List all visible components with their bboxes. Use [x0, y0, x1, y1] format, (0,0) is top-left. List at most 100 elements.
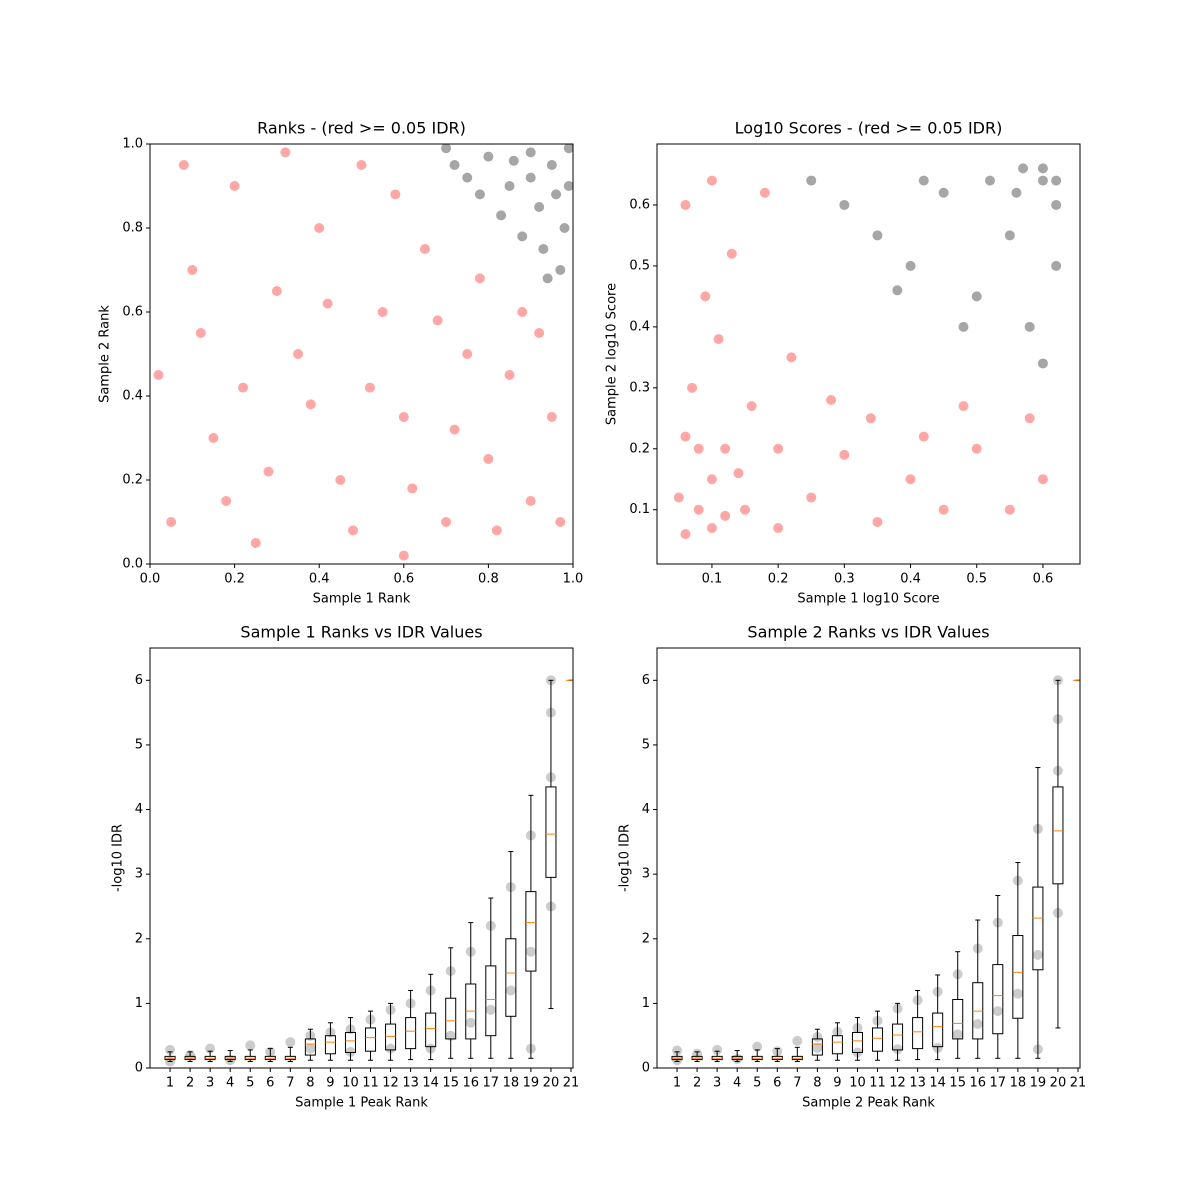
scatter-point	[335, 475, 346, 485]
scatter-point	[938, 187, 949, 198]
scatter-point	[398, 412, 409, 422]
scatter-point	[992, 1006, 1003, 1017]
scatter-point	[984, 175, 995, 186]
scatter-point	[563, 144, 573, 154]
x-tick-label: 0.4	[309, 572, 330, 587]
scatter-point	[322, 298, 333, 309]
plot-area	[164, 675, 573, 1067]
y-tick-label: 4	[642, 802, 650, 817]
box	[385, 1023, 397, 1051]
axes-frame	[656, 647, 1081, 1069]
x-tick-label: 0.1	[702, 572, 723, 587]
y-axis-label: Sample 2 Rank	[98, 305, 113, 403]
scatter-point	[892, 285, 903, 296]
box	[932, 1012, 944, 1048]
scatter-point	[1051, 260, 1062, 271]
y-tick-label: 0.4	[122, 389, 143, 404]
scatter-point	[872, 230, 883, 241]
x-tick-label: 15	[949, 1076, 966, 1091]
scatter-point	[773, 443, 784, 454]
scatter-point	[971, 443, 982, 454]
x-tick-label: 7	[793, 1076, 801, 1091]
scatter-point	[465, 1017, 476, 1028]
x-tick-label: 18	[503, 1076, 520, 1091]
x-tick-label: 0.6	[393, 572, 414, 587]
x-axis-label: Sample 2 Peak Rank	[802, 1096, 935, 1111]
scatter-point	[706, 523, 717, 534]
x-tick-label: 8	[306, 1076, 314, 1091]
scatter-point	[517, 231, 528, 242]
x-tick-label: 5	[753, 1076, 761, 1091]
box	[892, 1023, 904, 1051]
scatter-point	[720, 443, 731, 454]
plot-area	[153, 144, 573, 561]
x-tick-label: 0.4	[900, 572, 921, 587]
scatter-point	[525, 172, 536, 183]
scatter-point	[525, 147, 536, 158]
scatter-point	[905, 474, 916, 485]
scatter-point	[166, 517, 177, 527]
y-tick-label: 3	[642, 867, 650, 882]
y-tick-label: 0.2	[122, 473, 143, 488]
scatter-point	[238, 382, 249, 393]
scatter-point	[720, 510, 731, 521]
y-axis-label: -log10 IDR	[111, 824, 126, 892]
scatter-point	[364, 382, 375, 393]
box	[425, 1012, 437, 1048]
plot-area	[671, 675, 1080, 1066]
scatter-point	[555, 517, 566, 527]
scatter-point	[1037, 163, 1048, 174]
x-tick-label: 19	[523, 1076, 540, 1091]
subplot: 0.1 0.2 0.3 0.4 0.5 0.6 0.1 0.2 0.3 0.4 0.5 0.6 Log1…	[605, 119, 1081, 607]
scatter-point	[491, 525, 502, 536]
scatter-point	[263, 466, 274, 477]
x-tick-label: 17	[483, 1076, 500, 1091]
scatter-point	[693, 504, 704, 515]
scatter-point	[1012, 988, 1023, 999]
x-tick-label: 3	[713, 1076, 721, 1091]
scatter-point	[1037, 175, 1048, 186]
box	[1052, 786, 1064, 885]
scatter-point	[826, 395, 837, 406]
scatter-point	[534, 202, 545, 212]
scatter-point	[432, 315, 443, 326]
x-tick-label: 20	[1050, 1076, 1067, 1091]
scatter-point	[786, 352, 797, 363]
y-tick-label: 0.0	[122, 557, 143, 572]
x-tick-label: 0.2	[768, 572, 789, 587]
x-tick-label: 13	[909, 1076, 926, 1091]
scatter-point	[485, 1004, 496, 1015]
scatter-point	[792, 1035, 803, 1046]
chart-title: Ranks - (red >= 0.05 IDR)	[257, 119, 466, 138]
x-tick-label: 14	[422, 1076, 439, 1091]
y-tick-label: 2	[135, 931, 143, 946]
scatter-point	[759, 187, 770, 198]
scatter-point	[806, 492, 817, 503]
x-tick-label: 5	[246, 1076, 254, 1091]
y-tick-label: 0.8	[122, 221, 143, 236]
scatter-point	[1051, 175, 1062, 186]
scatter-point	[445, 1030, 456, 1041]
axes-frame	[149, 647, 574, 1069]
y-tick-label: 3	[135, 867, 143, 882]
scatter-point	[508, 155, 519, 166]
y-axis-label: -log10 IDR	[618, 824, 633, 892]
y-tick-label: 0.4	[629, 319, 650, 334]
scatter-point	[971, 291, 982, 302]
box	[525, 891, 537, 972]
y-tick-label: 1	[642, 996, 650, 1011]
box	[851, 1031, 863, 1053]
scatter-point	[419, 244, 430, 254]
scatter-point	[712, 1044, 723, 1055]
scatter-point	[713, 334, 724, 345]
y-tick-label: 5	[642, 737, 650, 752]
scatter-point	[1018, 163, 1029, 174]
box	[324, 1035, 336, 1055]
scatter-point	[250, 538, 261, 548]
x-tick-label: 1	[166, 1076, 174, 1091]
y-tick-label: 1.0	[122, 137, 143, 152]
scatter-point	[752, 1041, 763, 1052]
y-tick-label: 6	[135, 673, 143, 688]
x-tick-label: 0.3	[834, 572, 855, 587]
